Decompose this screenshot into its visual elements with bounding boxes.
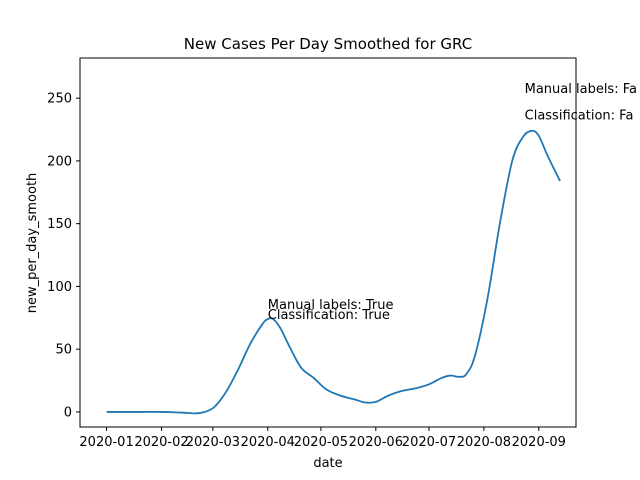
x-tick-label: 2020-01 xyxy=(79,435,133,450)
y-tick-label: 150 xyxy=(47,217,72,232)
x-tick-label: 2020-02 xyxy=(134,435,188,450)
annotation-label: Classification: True xyxy=(268,308,390,323)
x-tick-label: 2020-07 xyxy=(402,435,456,450)
x-tick-label: 2020-05 xyxy=(294,435,348,450)
y-tick-label: 250 xyxy=(47,92,72,107)
annotation-label: Manual labels: Fa xyxy=(525,82,637,97)
y-axis: 0 50 100 150 200 250 xyxy=(47,92,80,420)
x-axis-label: date xyxy=(313,456,342,471)
x-tick-label: 2020-06 xyxy=(349,435,403,450)
y-tick-label: 100 xyxy=(47,280,72,295)
x-tick-label: 2020-08 xyxy=(457,435,511,450)
x-tick-label: 2020-04 xyxy=(241,435,295,450)
x-tick-label: 2020-03 xyxy=(186,435,240,450)
y-tick-label: 200 xyxy=(47,154,72,169)
series-line xyxy=(106,129,561,415)
chart-title: New Cases Per Day Smoothed for GRC xyxy=(184,35,472,53)
series-layer xyxy=(106,129,561,415)
x-tick-label: 2020-09 xyxy=(512,435,566,450)
y-tick-label: 50 xyxy=(55,343,72,358)
axes-frame xyxy=(79,57,577,428)
annotation-label: Classification: Fa xyxy=(525,108,634,123)
annotation-label: Manual labels: True xyxy=(268,298,394,313)
y-axis-label: new_per_day_smooth xyxy=(25,173,40,314)
y-tick-label: 0 xyxy=(64,405,72,420)
